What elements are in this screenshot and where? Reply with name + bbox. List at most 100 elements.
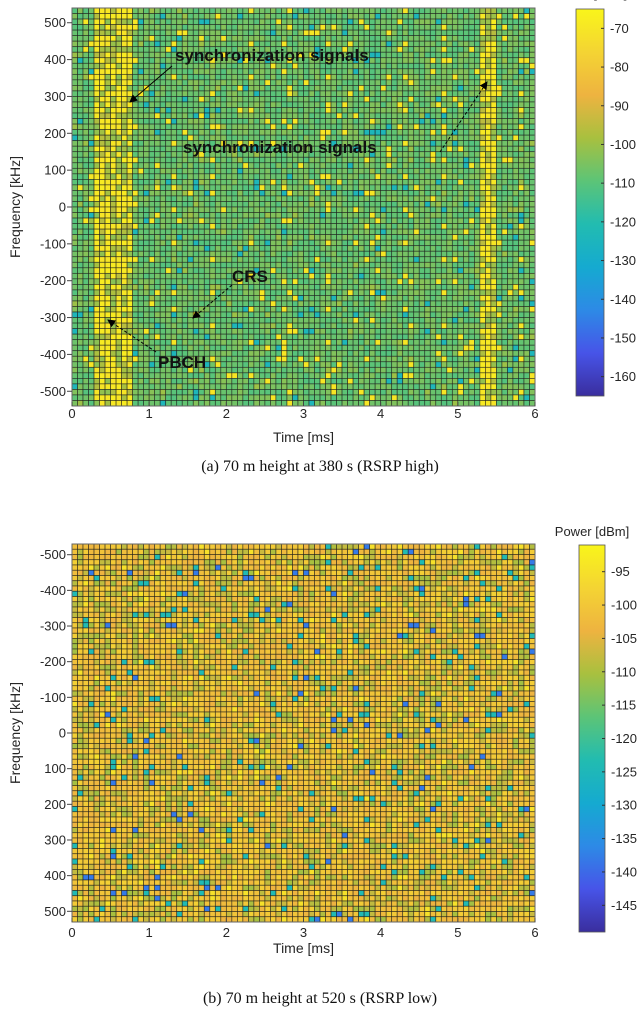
heatmap-cell (159, 156, 167, 164)
heatmap-cell (402, 179, 409, 186)
heatmap-cell (369, 195, 376, 202)
heatmap-cell (214, 68, 222, 75)
heatmap-cell (303, 350, 310, 357)
heatmap-cell (126, 389, 133, 396)
heatmap-cell (170, 173, 178, 180)
heatmap-cell (385, 156, 393, 164)
heatmap-cell (137, 378, 144, 385)
heatmap-cell (209, 378, 216, 385)
heatmap-cell (270, 118, 277, 125)
heatmap-cell (303, 184, 310, 191)
heatmap-cell (363, 118, 370, 125)
heatmap-cell (418, 156, 426, 164)
heatmap-cell (154, 107, 161, 114)
heatmap-cell (231, 228, 238, 235)
heatmap-cell (270, 85, 277, 92)
heatmap-cell (374, 101, 382, 108)
heatmap-cell (192, 245, 200, 252)
heatmap-cell (137, 167, 144, 175)
heatmap-cell (187, 344, 194, 352)
heatmap-cell (446, 311, 453, 318)
heatmap-cell (363, 261, 370, 269)
heatmap-cell (71, 29, 78, 36)
heatmap-cell (435, 107, 442, 114)
heatmap-cell (88, 261, 95, 269)
heatmap-cell (77, 123, 84, 130)
heatmap-cell (424, 129, 431, 136)
heatmap-cell (203, 162, 211, 169)
heatmap-cell (407, 245, 415, 252)
heatmap-cell (314, 361, 321, 368)
heatmap-cell (77, 201, 84, 208)
heatmap-cell (303, 195, 310, 202)
heatmap-cell (159, 372, 167, 379)
heatmap-cell (429, 123, 437, 130)
heatmap-cell (424, 62, 431, 70)
heatmap-cell (451, 156, 459, 164)
heatmap-cell (248, 339, 255, 346)
heatmap-cell (292, 68, 299, 75)
heatmap-cell (99, 223, 106, 230)
heatmap-cell (259, 90, 266, 97)
heatmap-cell (341, 339, 348, 346)
heatmap-cell (93, 18, 100, 25)
heatmap-cell (402, 167, 409, 175)
heatmap-cell (77, 344, 84, 352)
heatmap-cell (358, 250, 365, 258)
heatmap-cell (253, 129, 260, 136)
heatmap-cell (126, 234, 133, 241)
heatmap-cell (440, 372, 448, 379)
heatmap-cell (358, 184, 365, 191)
heatmap-cell (137, 289, 144, 296)
heatmap-cell (446, 96, 453, 103)
heatmap-cell (336, 85, 343, 92)
heatmap-cell (429, 118, 437, 125)
heatmap-cell (292, 85, 299, 92)
heatmap-cell (391, 201, 398, 208)
heatmap-cell (292, 90, 299, 97)
heatmap-cell (319, 317, 326, 324)
heatmap-cell (424, 256, 431, 263)
heatmap-cell (143, 306, 150, 313)
heatmap-cell (424, 195, 431, 202)
heatmap-cell (242, 361, 249, 368)
heatmap-cell (413, 234, 420, 241)
heatmap-cell (192, 35, 200, 42)
heatmap-cell (203, 7, 211, 14)
heatmap-cell (148, 322, 156, 329)
heatmap-cell (402, 212, 409, 219)
heatmap-cell (424, 107, 431, 114)
heatmap-cell (99, 250, 106, 258)
heatmap-cell (402, 145, 409, 153)
heatmap-cell (385, 62, 393, 70)
heatmap-cell (363, 250, 370, 258)
heatmap-cell (181, 24, 189, 31)
heatmap-cell (440, 217, 448, 224)
heatmap-cell (396, 35, 404, 42)
heatmap-cell (170, 300, 178, 307)
heatmap-cell (314, 339, 321, 346)
heatmap-cell (121, 35, 128, 42)
heatmap-cell (418, 57, 426, 64)
heatmap-cell (181, 206, 189, 213)
heatmap-cell (424, 201, 431, 208)
heatmap-cell (352, 18, 359, 25)
heatmap-cell (126, 24, 133, 31)
heatmap-cell (429, 267, 437, 274)
heatmap-cell (82, 195, 89, 202)
heatmap-cell (137, 366, 144, 374)
heatmap-cell (281, 366, 288, 374)
heatmap-cell (270, 355, 277, 363)
heatmap-cell (82, 112, 89, 119)
heatmap-cell (126, 278, 133, 285)
heatmap-cell (297, 212, 304, 219)
heatmap-cell (363, 68, 370, 75)
heatmap-cell (440, 394, 448, 401)
heatmap-cell (132, 300, 139, 307)
heatmap-cell (319, 378, 326, 385)
heatmap-cell (121, 223, 128, 230)
heatmap-cell (341, 284, 348, 291)
heatmap-cell (165, 18, 172, 25)
heatmap-cell (237, 7, 244, 14)
heatmap-cell (242, 107, 249, 114)
